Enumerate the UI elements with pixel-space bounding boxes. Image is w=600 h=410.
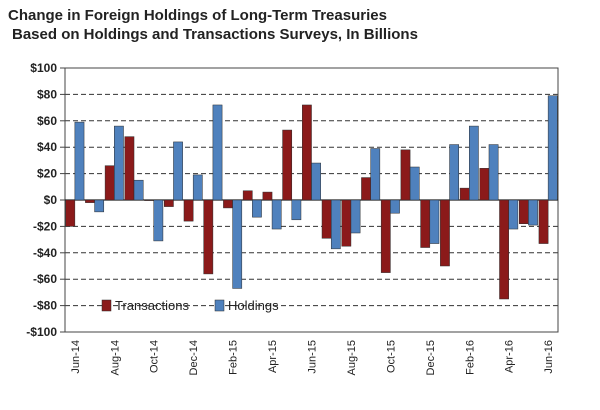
- y-tick-label: -$80: [33, 299, 57, 313]
- holdings-bar: [370, 148, 381, 201]
- y-tick-label: -$60: [33, 272, 57, 286]
- holdings-bar: [311, 162, 321, 201]
- transactions-bar: [361, 177, 371, 201]
- y-tick-label: $0: [44, 193, 58, 207]
- holdings-bar: [232, 199, 243, 289]
- transactions-bar: [499, 199, 509, 300]
- x-tick-label: Apr-16: [504, 340, 516, 373]
- holdings-bar: [212, 104, 223, 201]
- transactions-bar: [104, 165, 115, 201]
- y-tick-labels: $100 $80 $60 $40 $20 $0 -$20 -$40 -$60 -$80 -$100: [26, 61, 57, 339]
- x-tick-label: Aug-14: [109, 340, 121, 375]
- transactions-bar: [223, 199, 233, 209]
- transactions-bar: [459, 187, 470, 201]
- holdings-bar: [469, 125, 479, 201]
- transactions-bar: [518, 199, 529, 225]
- holdings-bar: [153, 199, 164, 242]
- y-tick-label: -$100: [26, 325, 57, 339]
- chart-subtitle: Based on Holdings and Transactions Surve…: [12, 26, 418, 43]
- legend-swatch-transactions: [101, 299, 112, 312]
- y-tick-label: $60: [37, 114, 57, 128]
- x-tick-label: Jun-15: [307, 340, 319, 374]
- x-tick-label: Feb-16: [464, 340, 476, 375]
- legend-label-transactions: Transactions: [115, 298, 189, 313]
- transactions-bar: [262, 191, 273, 201]
- transactions-bar: [282, 129, 293, 201]
- transactions-bar: [321, 199, 332, 239]
- holdings-bar: [252, 199, 262, 218]
- x-tick-label: Apr-15: [267, 340, 279, 373]
- x-tick-label: Jun-16: [543, 340, 555, 374]
- holdings-bar: [488, 144, 499, 201]
- transactions-bar: [242, 190, 253, 201]
- y-tick-label: -$40: [33, 246, 57, 260]
- bars: [65, 95, 558, 300]
- y-tick-label: $20: [37, 167, 57, 181]
- transactions-bar: [440, 199, 450, 267]
- transactions-bar: [538, 199, 549, 244]
- x-tick-label: Dec-15: [425, 340, 437, 375]
- transactions-bar: [380, 199, 391, 273]
- holdings-bar: [409, 166, 420, 201]
- y-tick-label: -$20: [33, 219, 57, 233]
- holdings-bar: [173, 141, 183, 201]
- holdings-bar: [192, 174, 203, 201]
- holdings-bar: [547, 95, 558, 201]
- y-tick-label: $40: [37, 140, 57, 154]
- holdings-bar: [390, 199, 400, 214]
- x-tick-labels: Jun-14 Aug-14 Oct-14 Dec-14 Feb-15 Apr-15 Jun-…: [70, 340, 555, 375]
- transactions-bar: [65, 199, 76, 227]
- x-tick-label: Oct-15: [385, 340, 397, 373]
- transactions-bar: [341, 199, 352, 247]
- holdings-bar: [94, 199, 105, 213]
- holdings-bar: [449, 144, 459, 201]
- holdings-bar: [291, 199, 302, 221]
- holdings-bar: [350, 199, 361, 234]
- transactions-bar: [144, 199, 154, 201]
- transactions-bar: [124, 136, 135, 201]
- x-tick-label: Oct-14: [149, 340, 161, 373]
- transactions-bar: [85, 199, 95, 203]
- holdings-bar: [271, 199, 282, 230]
- holdings-bar: [429, 199, 440, 244]
- holdings-bar: [528, 199, 538, 226]
- legend-swatch-holdings: [214, 299, 225, 312]
- transactions-bar: [183, 199, 194, 222]
- holdings-bar: [114, 125, 124, 201]
- chart-title: Change in Foreign Holdings of Long-Term …: [8, 7, 387, 24]
- holdings-bar: [330, 199, 341, 250]
- holdings-bar: [74, 121, 85, 201]
- holdings-bar: [508, 199, 519, 230]
- transactions-bar: [420, 199, 431, 248]
- transactions-bar: [302, 104, 312, 201]
- y-tick-label: $100: [30, 61, 57, 75]
- x-tick-label: Feb-15: [228, 340, 240, 375]
- transactions-bar: [400, 149, 411, 201]
- transactions-bar: [479, 168, 490, 201]
- transactions-bar: [164, 199, 174, 207]
- legend-label-holdings: Holdings: [228, 298, 279, 313]
- x-tick-label: Dec-14: [188, 340, 200, 375]
- x-tick-label: Aug-15: [346, 340, 358, 375]
- y-tick-label: $80: [37, 87, 57, 101]
- transactions-bar: [203, 199, 214, 275]
- holdings-bar: [133, 179, 144, 201]
- chart-title-block: Change in Foreign Holdings of Long-Term …: [8, 6, 568, 44]
- legend: Transactions Holdings: [101, 298, 279, 313]
- x-tick-label: Jun-14: [70, 340, 82, 374]
